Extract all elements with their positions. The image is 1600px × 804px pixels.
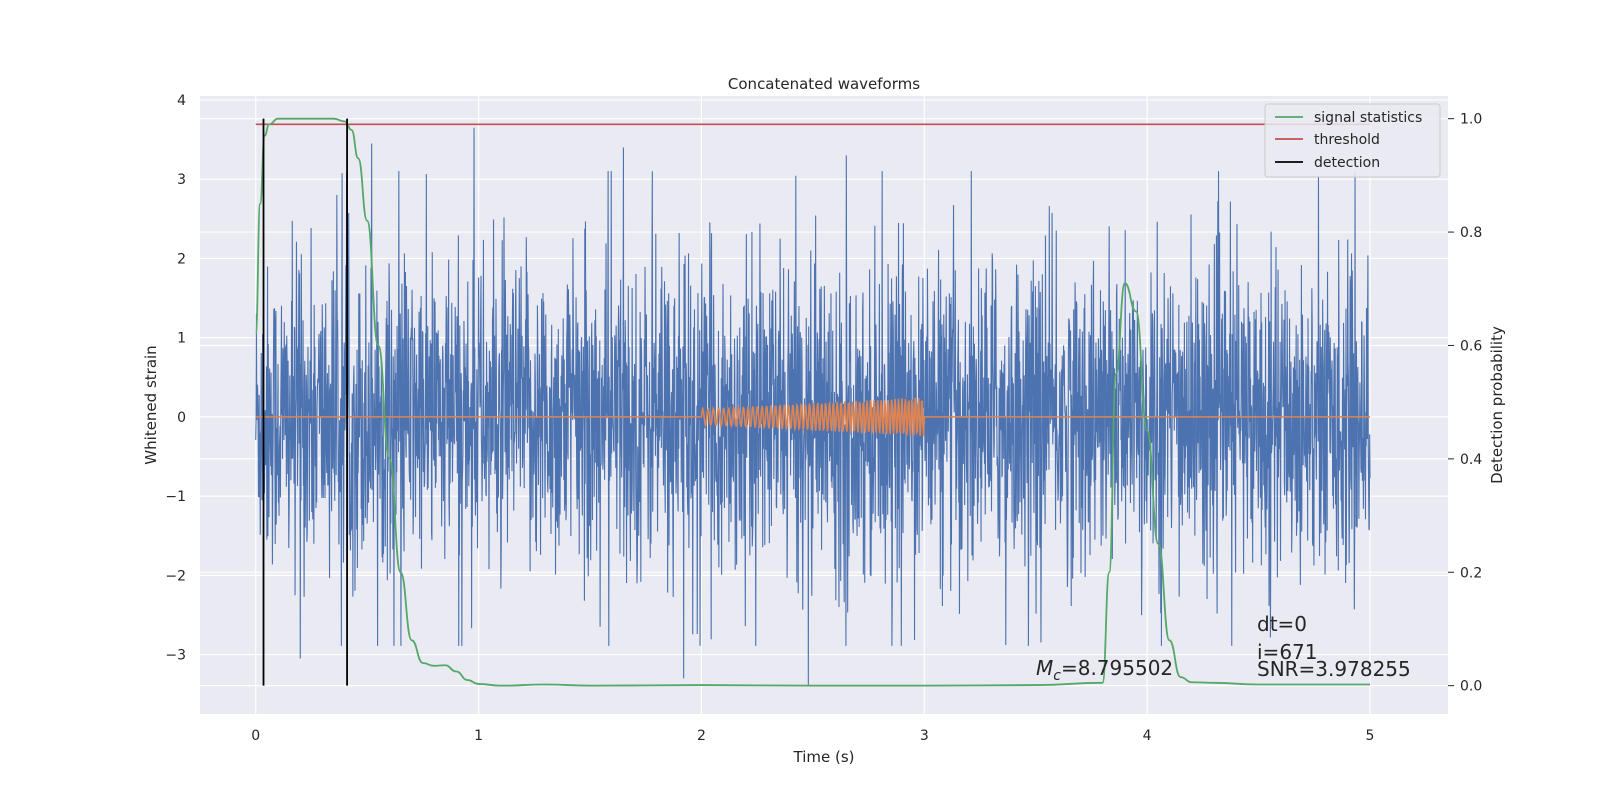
series-template-chirp-line <box>255 397 1370 437</box>
x-tick-label: 4 <box>1143 728 1152 744</box>
y2-tick-label: 0.6 <box>1460 338 1482 354</box>
legend-label-detection: detection <box>1314 155 1380 171</box>
x-tick-label: 0 <box>251 728 260 744</box>
y-tick-label: −3 <box>165 648 186 664</box>
y2-axis-label: Detection probability <box>1488 326 1506 484</box>
y2-tick-label: 1.0 <box>1460 112 1482 128</box>
series-whitened-strain-line <box>255 127 1371 687</box>
legend-label-threshold: threshold <box>1314 132 1380 148</box>
series-layer <box>254 117 1371 687</box>
x-tick-label: 5 <box>1366 728 1375 744</box>
y-tick-label: 2 <box>177 251 186 267</box>
legend-label-signal-statistics: signal statistics <box>1314 110 1422 126</box>
annotation-snr: SNR=3.978255 <box>1257 657 1411 681</box>
x-tick-label: 1 <box>474 728 483 744</box>
mc-subscript: c <box>1053 668 1061 684</box>
y-tick-label: 3 <box>177 172 186 188</box>
chart-title: Concatenated waveforms <box>728 75 920 93</box>
y2-tick-label: 0.8 <box>1460 225 1482 241</box>
annotation-i: i=671 <box>1257 640 1318 664</box>
annotation-mc: Mc=8.795502 <box>1036 656 1173 684</box>
y-axis-label: Whitened strain <box>142 345 160 464</box>
x-axis-label: Time (s) <box>793 748 855 766</box>
y2-tick-label: 0.2 <box>1460 565 1482 581</box>
legend-box <box>1264 103 1441 178</box>
y-tick-label: −1 <box>165 489 186 505</box>
annotation-dt: dt=0 <box>1257 612 1307 636</box>
y-tick-label: 4 <box>177 93 186 109</box>
y-tick-label: 1 <box>177 331 186 347</box>
x-tick-label: 2 <box>697 728 706 744</box>
svg-text:Mc=8.795502: Mc=8.795502 <box>1036 656 1173 684</box>
y-tick-label: −2 <box>165 568 186 584</box>
mc-value: =8.795502 <box>1061 656 1173 680</box>
mc-symbol: M <box>1036 656 1053 680</box>
axes-layer: 0 1 2 3 4 5 4 3 2 1 0 −1 −2 −3 1.0 0.8 0.6 0.4 0.2 0.0 <box>165 93 1482 744</box>
series-signal-statistics-line <box>254 117 1370 687</box>
y2-tick-label: 0.0 <box>1460 679 1482 695</box>
y-tick-label: 0 <box>177 410 186 426</box>
x-tick-label: 3 <box>920 728 929 744</box>
legend: signal statistics threshold detection <box>1264 103 1441 178</box>
y2-tick-label: 0.4 <box>1460 452 1482 468</box>
